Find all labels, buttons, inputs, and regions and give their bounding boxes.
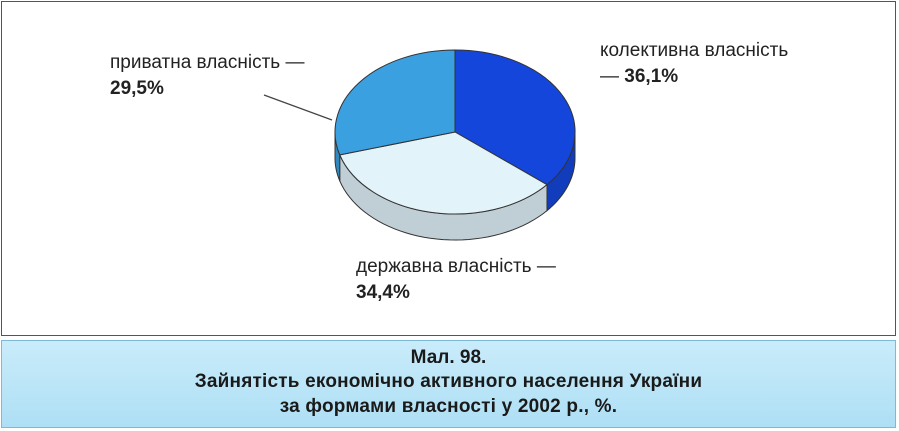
label-separator: — [600,66,619,87]
slice [454,49,576,186]
chart-title: Зайнятість економічно активного населенн… [194,371,703,392]
category-label: державна власність [356,256,532,277]
leader-line [263,94,333,121]
category-label: приватна власність [110,52,281,73]
chart-title: за формами власності у 2002 р., %. [279,396,618,417]
caption: Мал. 98. Зайнятість економічно активного… [1,340,896,428]
category-label: колективна власність [600,40,789,61]
value-label: 36,1% [624,66,679,87]
pie-chart [263,49,576,241]
value-label: 34,4% [356,282,410,303]
chart-area: колективна власність — 36,1% державна вла… [1,1,896,336]
value-label: 29,5% [110,78,164,99]
slice-label: державна власність — 34,4% [356,254,556,306]
slice [334,49,456,156]
slice [339,131,548,215]
slice-label: колективна власність — 36,1% [600,38,800,90]
label-separator: — [285,52,305,73]
label-separator: — [536,256,556,277]
slice-label: приватна власність — 29,5% [110,50,310,102]
figure-label: Мал. 98. [410,347,487,368]
